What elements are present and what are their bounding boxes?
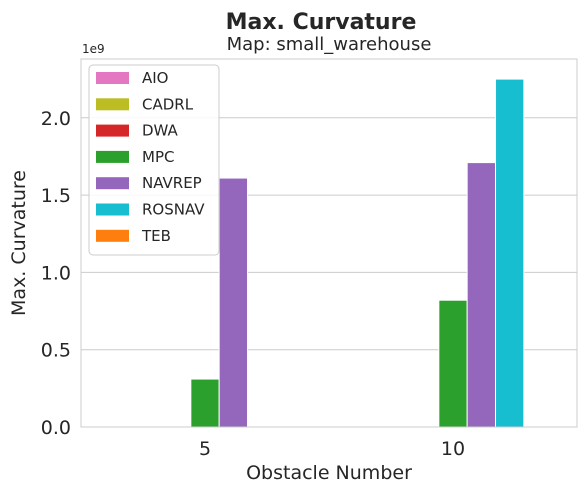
x-axis-label: Obstacle Number: [246, 462, 412, 484]
y-tick-label: 0.5: [41, 340, 71, 362]
y-tick-label: 1.5: [41, 185, 71, 207]
legend-swatch-rosnav: [96, 203, 129, 216]
bar-navrep-5: [218, 177, 249, 428]
legend-label-aio: AIO: [142, 69, 169, 87]
x-tick-labels: 5 10: [199, 438, 465, 460]
bar-mpc-5: [190, 378, 220, 428]
plot-frame: [80, 58, 578, 428]
bars: [190, 78, 525, 428]
y-axis-label: Max. Curvature: [8, 170, 30, 316]
bar-mpc-10: [438, 299, 468, 428]
y-tick-labels: 0.0 0.5 1.0 1.5 2.0: [41, 108, 71, 439]
x-tick-label: 10: [441, 438, 465, 460]
legend-swatch-mpc: [96, 150, 129, 163]
bar-rosnav-10: [495, 78, 525, 428]
legend-swatch-teb: [96, 229, 129, 242]
legend-swatch-cadrl: [96, 98, 129, 111]
legend-label-dwa: DWA: [142, 122, 179, 140]
y-tick-label: 2.0: [41, 108, 71, 130]
legend-label-rosnav: ROSNAV: [142, 201, 205, 219]
legend-swatch-aio: [96, 72, 129, 84]
y-tick-label: 0.0: [41, 417, 71, 439]
chart-subtitle: Map: small_warehouse: [227, 34, 432, 55]
legend-label-cadrl: CADRL: [142, 95, 194, 113]
legend: AIO CADRL DWA MPC NAVREP ROSNAV TEB: [88, 64, 220, 256]
legend-swatch-navrep: [96, 177, 129, 190]
y-tick-label: 1.0: [41, 262, 71, 284]
bar-navrep-10: [466, 162, 497, 428]
legend-label-navrep: NAVREP: [142, 174, 202, 192]
legend-label-mpc: MPC: [142, 148, 174, 166]
legend-swatch-dwa: [96, 124, 129, 137]
y-offset-label: 1e9: [82, 42, 105, 56]
chart-title: Max. Curvature: [226, 10, 417, 35]
legend-label-teb: TEB: [141, 227, 171, 245]
x-tick-label: 5: [199, 438, 211, 460]
